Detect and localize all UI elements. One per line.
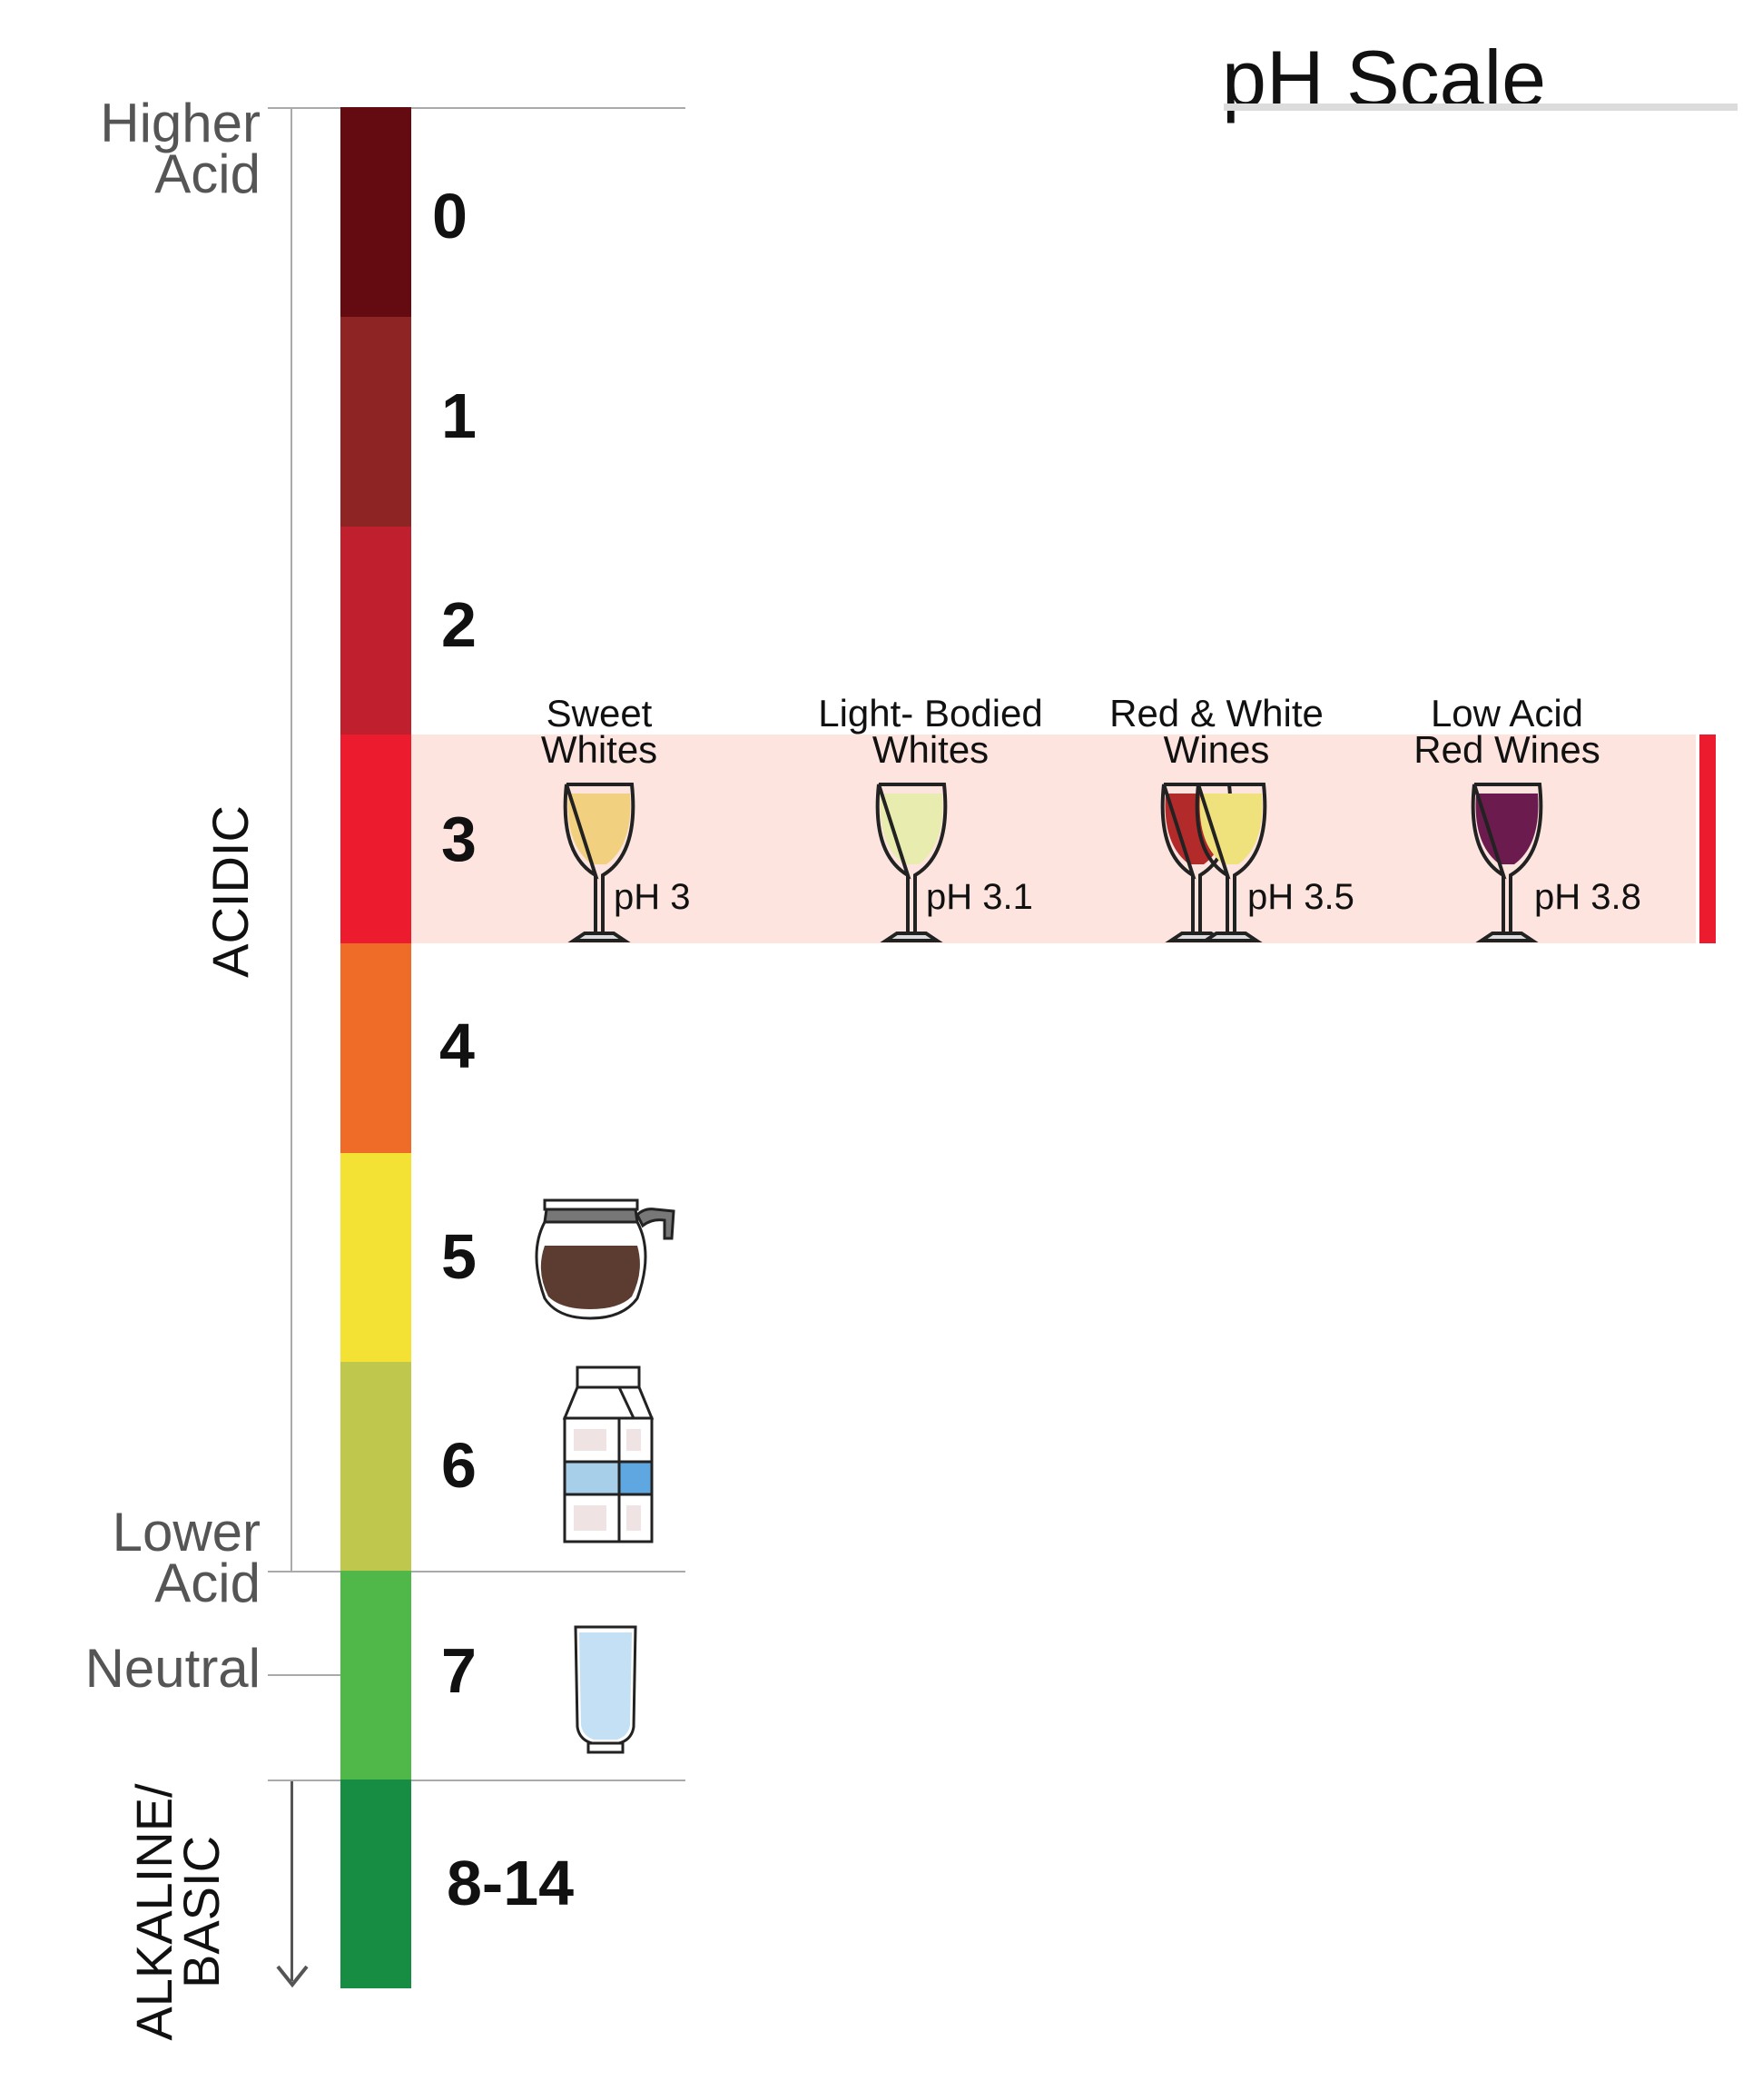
wine-glass-icon	[563, 783, 635, 942]
scale-segment-6	[340, 1362, 411, 1571]
scale-number: 7	[441, 1635, 477, 1706]
milk-carton-icon	[562, 1365, 655, 1543]
page-title: pH Scale	[1222, 34, 1547, 123]
alkaline-arrow-line	[290, 1781, 293, 1981]
scale-number: 4	[439, 1011, 475, 1081]
acid-neutral-divider	[268, 1571, 685, 1573]
acidic-bracket-line	[290, 107, 292, 1571]
wine-title-low-acid-red-wines: Low Acid Red Wines	[1413, 692, 1600, 771]
coffee-pot-icon	[535, 1198, 675, 1320]
title-underline	[1224, 104, 1738, 111]
wine-glass-icon	[875, 783, 948, 942]
wine-ph-label: pH 3.1	[926, 877, 1033, 917]
scale-segment-8	[340, 1780, 411, 1988]
neutral-tick	[268, 1674, 340, 1676]
scale-segment-2	[340, 527, 411, 735]
wine-glass-icon	[1471, 783, 1543, 942]
wine-title-sweet-whites: Sweet Whites	[540, 692, 658, 771]
water-glass-icon	[574, 1625, 637, 1754]
scale-number: 2	[441, 589, 477, 660]
lower-acid-label: Lower Acid	[112, 1502, 261, 1613]
scale-segment-1	[340, 317, 411, 527]
scale-number: 0	[432, 181, 468, 251]
scale-number: 8-14	[447, 1848, 575, 1918]
top-divider	[268, 107, 685, 109]
wine-ph-label: pH 3.5	[1247, 877, 1354, 917]
scale-number: 6	[441, 1430, 477, 1501]
scale-number: 5	[441, 1221, 477, 1292]
scale-segment-4	[340, 943, 411, 1153]
scale-segment-5	[340, 1153, 411, 1362]
wine-title-red-white-wines: Red & White Wines	[1109, 692, 1324, 771]
wine-ph-label: pH 3	[614, 877, 691, 917]
scale-segment-0	[340, 107, 411, 317]
scale-number: 1	[441, 380, 477, 451]
neutral-label: Neutral	[84, 1638, 261, 1699]
scale-number: 3	[441, 804, 477, 874]
acidic-label: ACIDIC	[202, 805, 259, 978]
alkaline-arrow-head-icon	[276, 1965, 309, 1988]
scale-segment-3	[340, 735, 411, 943]
wine-ph-label: pH 3.8	[1534, 877, 1641, 917]
wine-title-light-bodied-whites: Light- Bodied Whites	[818, 692, 1043, 771]
higher-acid-label: Higher Acid	[100, 93, 261, 204]
neutral-basic-divider	[268, 1780, 685, 1781]
alkaline-basic-label: ALKALINE/ BASIC	[125, 1783, 230, 2041]
scale-segment-7	[340, 1571, 411, 1780]
ph3-highlight-edge	[1699, 735, 1716, 943]
wine-glass-icon	[1195, 783, 1267, 942]
